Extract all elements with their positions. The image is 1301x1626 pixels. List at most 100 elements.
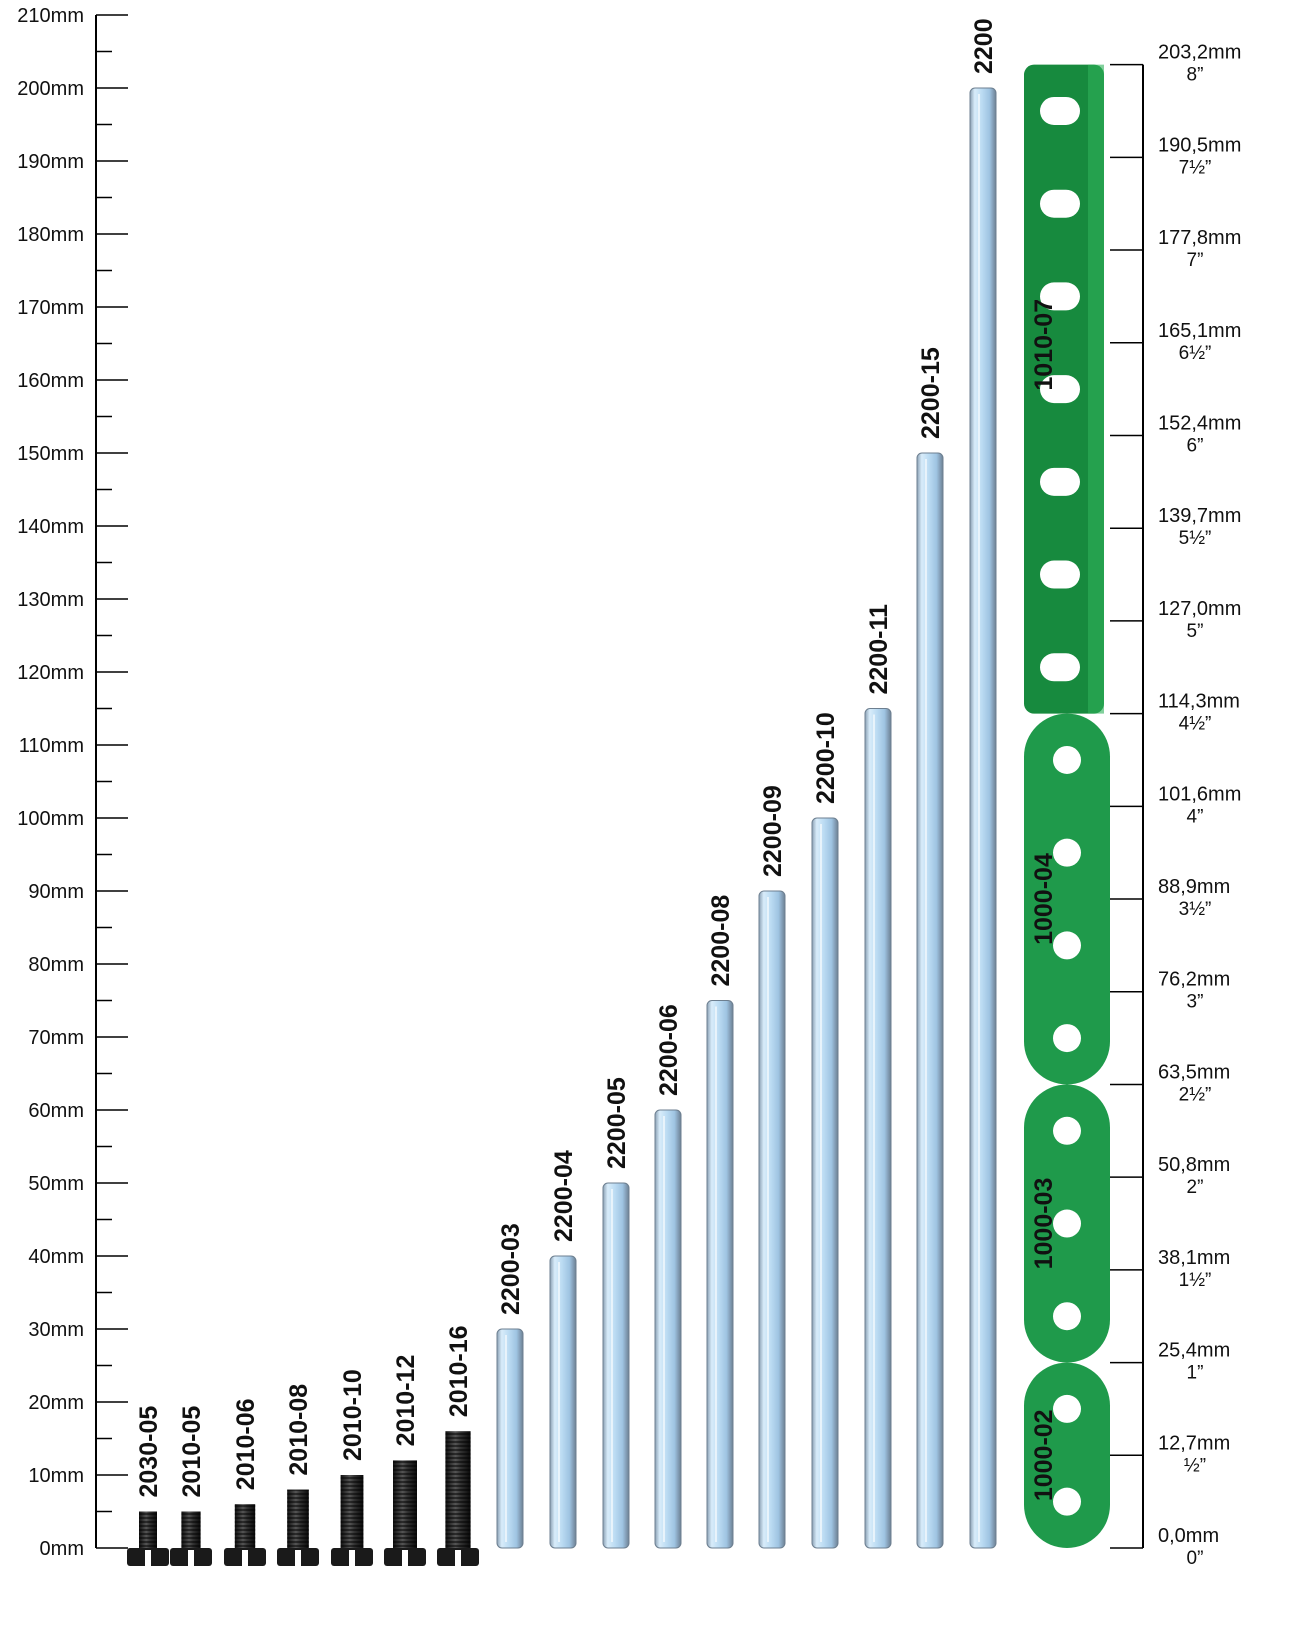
right-mm-label: 76,2mm (1158, 969, 1230, 991)
axle-rod (654, 1109, 682, 1549)
axle-rod (602, 1182, 630, 1549)
screw-label: 2010-08 (285, 1384, 313, 1476)
axle-rod (758, 890, 786, 1549)
right-inch-label: 5½” (1179, 528, 1212, 549)
strip-hole (1053, 1024, 1081, 1053)
screw-thread (181, 1511, 201, 1548)
screw-2010-16 (437, 1431, 479, 1566)
screw-thread (340, 1475, 364, 1548)
left-tick-label: 210mm (17, 5, 84, 27)
right-mm-label: 25,4mm (1158, 1340, 1230, 1362)
left-tick-label: 190mm (17, 151, 84, 173)
axle-label: 2200 (970, 18, 998, 74)
axle-rod (706, 1000, 734, 1549)
left-tick-label: 150mm (17, 443, 84, 465)
axle-label: 2200-10 (812, 712, 840, 804)
right-mm-label: 12,7mm (1158, 1432, 1230, 1454)
left-tick-label: 10mm (28, 1465, 84, 1487)
right-mm-label: 139,7mm (1158, 505, 1241, 527)
strip-label: 1000-03 (1030, 1178, 1058, 1270)
right-mm-label: 101,6mm (1158, 783, 1241, 805)
right-inch-label: 3” (1187, 992, 1204, 1013)
right-mm-label: 0,0mm (1158, 1525, 1219, 1547)
strip-hole (1053, 1302, 1081, 1331)
axle-2200-08 (706, 1000, 734, 1549)
right-mm-label: 165,1mm (1158, 320, 1241, 342)
right-inch-label: 7½” (1179, 157, 1212, 178)
axle-rod (969, 87, 997, 1549)
left-tick-label: 50mm (28, 1173, 84, 1195)
right-mm-label: 114,3mm (1158, 691, 1240, 713)
right-inch-label: 1” (1187, 1363, 1204, 1384)
strip-hole (1053, 1487, 1081, 1516)
screw-thread (287, 1489, 309, 1548)
right-mm-label: 203,2mm (1158, 42, 1241, 64)
screw-slot (188, 1550, 194, 1566)
left-tick-label: 160mm (17, 370, 84, 392)
strip-hole (1053, 1394, 1081, 1423)
screw-slot (145, 1550, 151, 1566)
screw-2010-06 (224, 1504, 266, 1566)
axle-label: 2200-04 (550, 1150, 578, 1242)
girder-hole (1040, 560, 1080, 589)
left-tick-label: 110mm (19, 735, 84, 757)
left-tick-label: 100mm (17, 808, 84, 830)
left-tick-label: 140mm (17, 516, 84, 538)
strip-hole (1053, 931, 1081, 960)
axle-2200-09 (758, 890, 786, 1549)
right-inch-label: 5” (1187, 621, 1204, 642)
screw-thread (445, 1431, 471, 1548)
axle-label: 2200-03 (497, 1223, 525, 1315)
right-inch-label: 2½” (1179, 1084, 1212, 1105)
axle-2200-10 (811, 817, 839, 1549)
screw-slot (295, 1550, 301, 1566)
right-inch-label: 6½” (1179, 343, 1212, 364)
screw-slot (455, 1550, 461, 1566)
right-mm-label: 63,5mm (1158, 1061, 1230, 1083)
right-inch-label: 8” (1187, 65, 1204, 86)
axle-2200-05 (602, 1182, 630, 1549)
right-inch-label: 4½” (1179, 714, 1212, 735)
right-inch-label: 2” (1187, 1177, 1204, 1198)
left-tick-label: 20mm (28, 1392, 84, 1414)
right-inch-label: 7” (1187, 250, 1204, 271)
left-tick-label: 30mm (28, 1319, 84, 1341)
left-mm-axis: 0mm 10mm 20mm 30mm 40mm 50mm 60mm 70mm 80mm 90mm 1… (17, 5, 128, 1560)
part-labels: 2030-05 2010-05 2010-06 2010-08 2010-10 2010-… (135, 18, 1058, 1501)
angle-girder-1010-07 (1024, 64, 1104, 714)
left-tick-label: 180mm (17, 224, 84, 246)
screw-2030-05 (127, 1511, 169, 1566)
left-tick-label: 40mm (28, 1246, 84, 1268)
right-inch-label: 0” (1187, 1548, 1204, 1569)
girder-hole (1040, 653, 1080, 682)
strip-label: 1000-02 (1030, 1409, 1058, 1501)
screw-label: 2030-05 (135, 1406, 163, 1498)
strip-1000-03 (1024, 1084, 1110, 1363)
axle-label: 2200-11 (865, 604, 893, 694)
strip-hole (1053, 838, 1081, 867)
left-tick-label: 170mm (17, 297, 84, 319)
axle-label: 2200-08 (707, 895, 735, 987)
right-mm-label: 127,0mm (1158, 598, 1241, 620)
girder-label: 1010-07 (1030, 299, 1058, 391)
strip-label: 1000-04 (1030, 853, 1058, 945)
axle-2200-04 (549, 1255, 577, 1549)
axle-2200-15 (916, 452, 944, 1549)
axle-label: 2200-06 (655, 1004, 683, 1096)
axle-rod (864, 708, 892, 1549)
girder-hole (1040, 96, 1080, 125)
screw-2010-05 (170, 1511, 212, 1566)
screw-thread (139, 1511, 157, 1548)
strips-group (1024, 64, 1110, 1548)
right-mm-label: 177,8mm (1158, 227, 1241, 249)
strip-body (1024, 713, 1110, 1085)
screw-label: 2010-16 (445, 1325, 473, 1417)
right-mm-label: 190,5mm (1158, 134, 1241, 156)
right-mm-label: 38,1mm (1158, 1247, 1230, 1269)
right-inch-label: 1½” (1179, 1270, 1212, 1291)
left-tick-label: 80mm (28, 954, 84, 976)
girder-hole (1040, 282, 1080, 311)
axle-2200 (969, 87, 997, 1549)
axle-2200-11 (864, 708, 892, 1549)
